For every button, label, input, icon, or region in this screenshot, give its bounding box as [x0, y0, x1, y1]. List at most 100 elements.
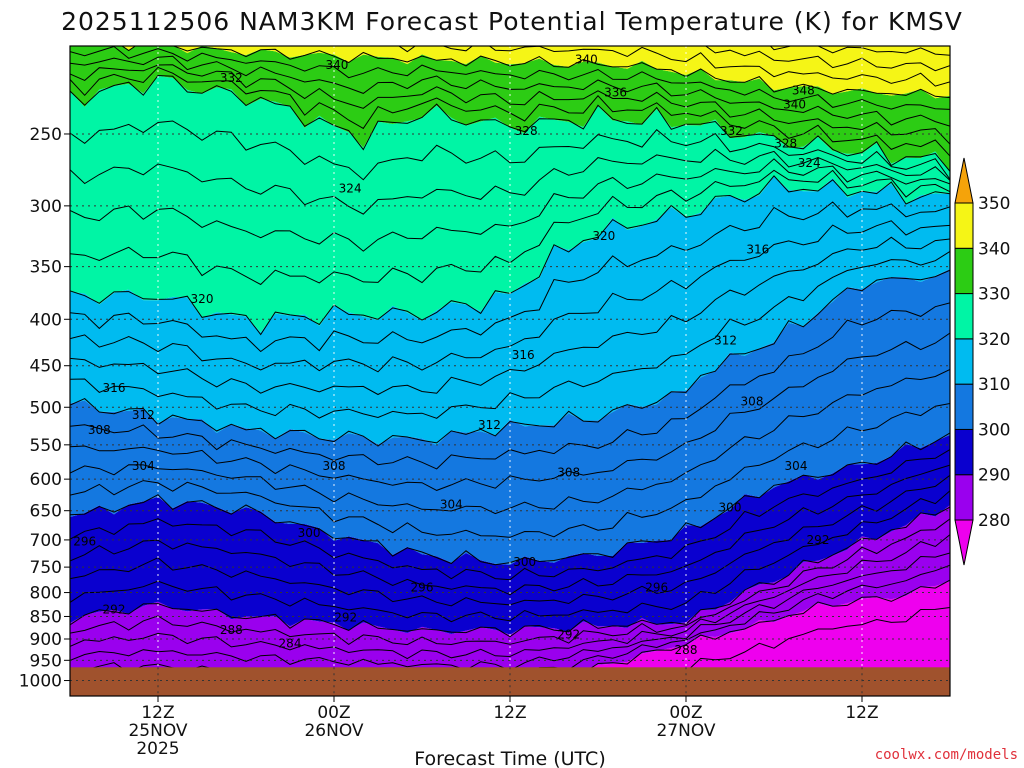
contour-label: 332 — [220, 71, 243, 85]
ground-surface — [70, 667, 950, 696]
contour-label: 308 — [88, 423, 111, 437]
chart-title: 2025112506 NAM3KM Forecast Potential Tem… — [61, 7, 963, 36]
contour-label: 320 — [191, 292, 214, 306]
contour-label: 284 — [279, 636, 302, 650]
isentrope-line — [70, 236, 950, 396]
contour-label: 288 — [675, 643, 698, 657]
isentrope-line — [70, 490, 950, 623]
contour-label: 296 — [411, 581, 434, 595]
isentrope-line — [70, 518, 950, 646]
colorbar-label: 320 — [978, 330, 1010, 350]
contour-label: 292 — [103, 602, 126, 616]
contour-label: 308 — [741, 395, 764, 409]
y-tick-label: 900 — [30, 630, 62, 650]
contour-label: 324 — [798, 156, 821, 170]
isentrope-line — [70, 269, 950, 447]
y-tick-label: 300 — [30, 197, 62, 217]
colorbar-label: 340 — [978, 239, 1010, 259]
colorbar: 280 290 300 310 320 330 340 350 — [954, 157, 1010, 566]
isentrope-line — [70, 120, 950, 181]
y-tick-label: 950 — [30, 651, 62, 671]
x-tick-label: 2025 — [136, 739, 179, 759]
colorbar-swatch — [954, 383, 974, 430]
isentrope-line — [70, 148, 950, 215]
isentrope-line — [70, 464, 950, 596]
colorbar-swatch — [954, 202, 974, 249]
colorbar-arrow-high — [954, 157, 974, 204]
colorbar-label: 310 — [978, 375, 1010, 395]
isentrope-line — [70, 332, 950, 491]
isentrope-line — [704, 46, 950, 72]
x-tick-label: 00Z — [317, 703, 350, 723]
contour-label: 316 — [512, 348, 535, 362]
source-credit: coolwx.com/models — [875, 747, 1018, 763]
ground-grid-lines — [70, 667, 950, 696]
x-tick-label: 12Z — [141, 703, 174, 723]
contour-label: 300 — [513, 555, 536, 569]
colorbar-label: 290 — [978, 466, 1010, 486]
contour-label: 308 — [323, 459, 346, 473]
x-tick-label: 27NOV — [656, 721, 715, 741]
isentrope-line — [575, 607, 950, 696]
colorbar-label: 280 — [978, 511, 1010, 531]
contour-label: 312 — [478, 418, 501, 432]
contour-label: 292 — [557, 628, 580, 642]
x-axis-label: Forecast Time (UTC) — [414, 748, 605, 768]
colorbar-swatch — [954, 428, 974, 476]
contour-label: 304 — [440, 498, 463, 512]
y-tick-label: 250 — [30, 125, 62, 145]
contour-label: 288 — [220, 623, 243, 637]
isentrope-lines — [70, 46, 950, 696]
contour-label: 328 — [515, 124, 538, 138]
x-tick-label: 00Z — [669, 703, 702, 723]
y-tick-label: 650 — [30, 502, 62, 522]
contour-label: 304 — [132, 459, 155, 473]
colorbar-label: 330 — [978, 285, 1010, 305]
contour-label: 308 — [557, 466, 580, 480]
y-tick-label: 400 — [30, 310, 62, 330]
temperature-band — [70, 434, 950, 635]
y-tick-label: 450 — [30, 357, 62, 377]
isentrope-line — [70, 250, 950, 419]
colorbar-swatch — [954, 293, 974, 340]
colorbar-swatch — [954, 247, 974, 295]
temperature-band — [70, 75, 950, 333]
colorbar-label: 350 — [978, 194, 1010, 214]
contour-label: 312 — [132, 408, 155, 422]
x-tick-label: 25NOV — [128, 721, 187, 741]
y-tick-label: 1000 — [19, 672, 62, 692]
x-tick-label: 12Z — [845, 703, 878, 723]
contour-label: 332 — [720, 124, 743, 138]
contour-label: 292 — [807, 533, 830, 547]
contour-label: 292 — [334, 610, 357, 624]
y-tick-label: 550 — [30, 436, 62, 456]
contour-label: 296 — [73, 535, 96, 549]
isentrope-line — [70, 403, 950, 538]
temperature-band — [70, 505, 950, 693]
pressure-axis: 250 300 350 400 450 500 550 600 650 700 750 800 850 9… — [19, 125, 70, 692]
x-tick-label: 12Z — [493, 703, 526, 723]
isentrope-line — [70, 506, 950, 638]
isentrope-line — [70, 64, 950, 145]
y-tick-label: 800 — [30, 584, 62, 604]
temperature-band — [123, 46, 950, 99]
colorbar-arrow-low — [954, 519, 974, 566]
contour-label: 296 — [645, 581, 668, 595]
contour-label: 304 — [785, 459, 808, 473]
y-tick-label: 850 — [30, 607, 62, 627]
isentrope-line — [70, 534, 950, 660]
y-tick-label: 700 — [30, 531, 62, 551]
contour-label: 300 — [298, 526, 321, 540]
colorbar-swatch — [954, 338, 974, 385]
colorbar-label: 300 — [978, 420, 1010, 440]
isentrope-line — [70, 74, 950, 172]
isentrope-line — [347, 46, 950, 87]
temperature-band — [70, 268, 950, 565]
contour-label: 312 — [714, 333, 737, 347]
y-tick-label: 500 — [30, 398, 62, 418]
y-tick-label: 750 — [30, 558, 62, 578]
colorbar-swatch — [954, 474, 974, 521]
isentrope-line — [70, 449, 950, 581]
